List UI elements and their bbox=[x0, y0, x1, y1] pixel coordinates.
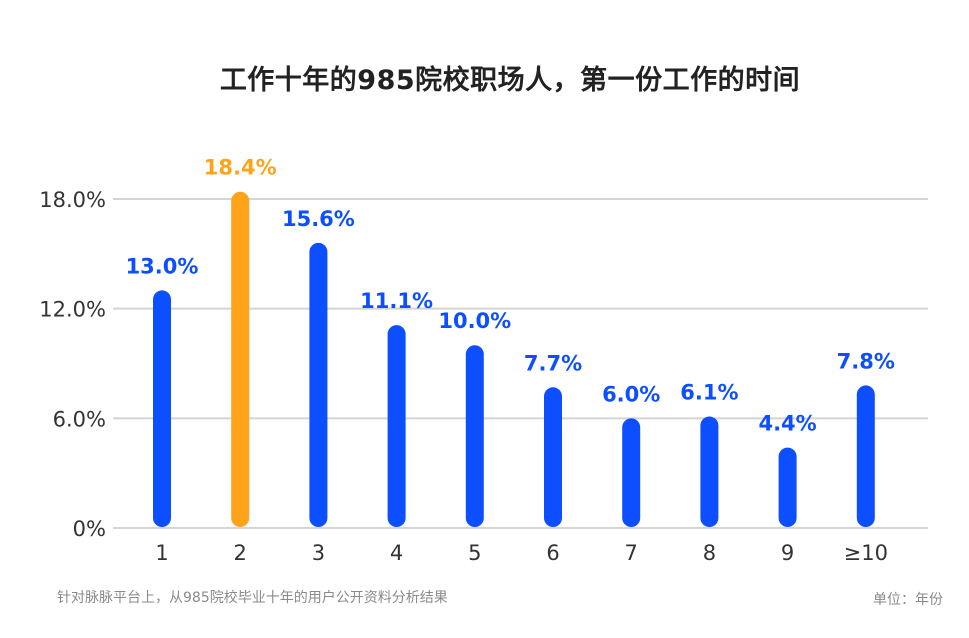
x-tick-label: 3 bbox=[312, 541, 325, 565]
x-axis-ticks: 1 2 3 4 5 6 7 8 9 ≥10 bbox=[155, 541, 888, 565]
data-label: 4.4% bbox=[758, 412, 816, 436]
bar bbox=[387, 325, 406, 527]
data-label: 11.1% bbox=[360, 289, 433, 313]
data-label: 7.8% bbox=[837, 349, 895, 373]
chart-title: 工作十年的985院校职场人，第一份工作的时间 bbox=[219, 65, 801, 96]
data-label: 7.7% bbox=[524, 351, 582, 375]
x-tick-label: ≥10 bbox=[844, 541, 888, 565]
x-tick-label: 4 bbox=[390, 541, 403, 565]
bars bbox=[153, 191, 875, 527]
data-label: 18.4% bbox=[204, 156, 277, 180]
y-tick-label: 0% bbox=[73, 517, 106, 541]
x-tick-label: 5 bbox=[468, 541, 481, 565]
bar bbox=[153, 290, 171, 527]
x-tick-label: 6 bbox=[546, 541, 559, 565]
x-tick-label: 2 bbox=[234, 541, 247, 565]
bar bbox=[856, 385, 875, 527]
x-tick-label: 8 bbox=[703, 541, 716, 565]
y-axis-ticks: 0% 6.0% 12.0% 18.0% bbox=[39, 188, 106, 541]
bar bbox=[309, 242, 328, 527]
x-tick-label: 7 bbox=[625, 541, 638, 565]
bar bbox=[778, 447, 797, 527]
y-tick-label: 12.0% bbox=[39, 298, 106, 322]
data-label: 6.1% bbox=[680, 381, 738, 405]
bar bbox=[700, 416, 719, 527]
x-tick-label: 9 bbox=[781, 541, 794, 565]
x-tick-label: 1 bbox=[155, 541, 168, 565]
bar bbox=[622, 418, 641, 527]
y-tick-label: 6.0% bbox=[53, 407, 106, 431]
unit-note: 单位：年份 bbox=[873, 592, 943, 608]
data-label: 6.0% bbox=[602, 382, 660, 406]
data-label: 15.6% bbox=[282, 207, 355, 231]
footnote: 针对脉脉平台上，从985院校毕业十年的用户公开资料分析结果 bbox=[57, 590, 448, 606]
bar bbox=[544, 387, 562, 527]
bar bbox=[231, 191, 250, 527]
y-tick-label: 18.0% bbox=[39, 188, 106, 212]
data-labels: 13.0% 18.4% 15.6% 11.1%10.0% 7.7% 6.0% 6.1% 4.4… bbox=[126, 156, 895, 436]
data-label: 10.0% bbox=[438, 309, 511, 333]
data-label: 13.0% bbox=[126, 254, 199, 278]
bar bbox=[465, 345, 484, 527]
